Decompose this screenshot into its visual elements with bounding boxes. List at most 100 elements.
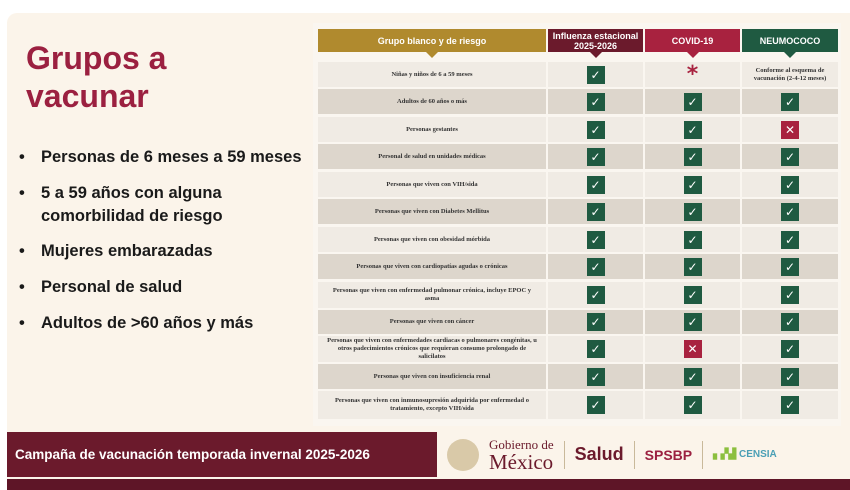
check-icon: ✓: [781, 367, 799, 386]
check-icon: ✓: [781, 340, 799, 358]
check-icon: ✓: [586, 92, 605, 111]
bullet-item: Personas de 6 meses a 59 meses: [17, 139, 302, 175]
group-label: Personas que viven con cardiopatías agud…: [318, 254, 546, 279]
group-label: Personas que viven con inmunosupresión a…: [318, 391, 546, 419]
check-icon: ✓: [683, 92, 702, 111]
table-row: Personas que viven con obesidad mórbida ✓…: [318, 227, 838, 252]
check-icon: ✓: [683, 286, 702, 304]
column-header: Grupo blanco y de riesgo: [318, 29, 546, 58]
check-icon: ✓: [781, 92, 799, 111]
group-label: Personas que viven con obesidad mórbida: [318, 227, 546, 252]
bullet-item: 5 a 59 años con alguna: [17, 175, 302, 211]
check-icon: ✓: [586, 65, 605, 84]
influenza-cell: ✓: [548, 144, 643, 169]
check-icon: ✓: [781, 313, 799, 331]
neumococo-cell: ✓: [742, 364, 838, 389]
table-row: Personas gestantes ✓ ✓ ✕: [318, 117, 838, 142]
check-icon: ✓: [586, 340, 605, 358]
vaccine-table: Grupo blanco y de riesgo Influenza estaci…: [313, 23, 841, 426]
covid-cell: ✓: [645, 199, 740, 224]
check-icon: ✓: [586, 202, 605, 221]
neumococo-cell: ✓: [742, 391, 838, 419]
group-label: Personas que viven con enfermedad pulmon…: [318, 282, 546, 308]
x-icon: ✕: [781, 120, 799, 139]
group-label: Personal de salud en unidades médicas: [318, 144, 546, 169]
neumococo-cell: ✓: [742, 172, 838, 197]
influenza-cell: ✓: [548, 254, 643, 279]
check-icon: ✓: [586, 120, 605, 139]
group-label: Personas que viven con cáncer: [318, 310, 546, 334]
check-icon: ✓: [781, 202, 799, 221]
check-icon: ✓: [586, 175, 605, 194]
table-row: Personas que viven con enfermedad pulmon…: [318, 282, 838, 308]
bottom-strip: [7, 479, 850, 490]
check-icon: ✓: [683, 396, 702, 414]
table-row: Personas que viven con VIH/sida ✓ ✓ ✓: [318, 172, 838, 197]
table-row: Personas que viven con Diabetes Mellitus…: [318, 199, 838, 224]
mexico-seal-logo: [447, 438, 479, 471]
covid-cell: ✓: [645, 364, 740, 389]
check-icon: ✓: [781, 147, 799, 166]
neumococo-cell: Conforme al esquema de vacunación (2-4-1…: [742, 62, 838, 87]
check-icon: ✓: [683, 230, 702, 249]
influenza-cell: ✓: [548, 391, 643, 419]
divider: [633, 440, 635, 469]
logos: Gobierno de México Salud SPSBP ▖▞▟ CENSI…: [447, 432, 850, 477]
neumococo-cell: ✓: [742, 310, 838, 334]
divider: [563, 440, 565, 469]
check-icon: ✓: [781, 175, 799, 194]
column-header: COVID-19: [645, 29, 740, 58]
bullet-list: Personas de 6 meses a 59 meses 5 a 59 añ…: [17, 139, 302, 341]
check-icon: ✓: [683, 313, 702, 331]
bullet-item: Personal de salud: [17, 269, 302, 305]
influenza-cell: ✓: [548, 227, 643, 252]
asterisk-icon: *: [686, 61, 699, 87]
campaign-banner: Campaña de vacunación temporada invernal…: [7, 432, 437, 477]
neumococo-cell: ✓: [742, 282, 838, 308]
bullet-item-continuation: comorbilidad de riesgo: [41, 207, 223, 225]
column-header: NEUMOCOCO: [742, 29, 838, 58]
covid-cell: ✓: [645, 144, 740, 169]
logo-text: CENSIA: [738, 449, 777, 460]
neumococo-cell: ✓: [742, 89, 838, 114]
neumococo-cell: ✓: [742, 254, 838, 279]
group-label: Niñas y niños de 6 a 59 meses: [318, 62, 546, 87]
logo-text: México: [489, 449, 554, 474]
table-row: Adultos de 60 años o más ✓ ✓ ✓: [318, 89, 838, 114]
influenza-cell: ✓: [548, 62, 643, 87]
group-label: Personas que viven con insuficiencia ren…: [318, 364, 546, 389]
covid-cell: ✕: [645, 336, 740, 362]
group-label: Personas que viven con enfermedades card…: [318, 336, 546, 362]
check-icon: ✓: [586, 147, 605, 166]
neumococo-cell: ✓: [742, 144, 838, 169]
covid-cell: ✓: [645, 172, 740, 197]
x-icon: ✕: [683, 340, 702, 358]
check-icon: ✓: [781, 286, 799, 304]
logo-text: Gobierno de: [489, 436, 554, 452]
check-icon: ✓: [586, 286, 605, 304]
spsbp-logo: SPSBP: [644, 446, 693, 463]
title-line: vacunar: [26, 78, 149, 114]
group-label: Personas que viven con VIH/sida: [318, 172, 546, 197]
influenza-cell: ✓: [548, 172, 643, 197]
table-row: Personal de salud en unidades médicas ✓ ✓ ✓: [318, 144, 838, 169]
covid-cell: ✓: [645, 282, 740, 308]
neumococo-cell: ✓: [742, 199, 838, 224]
censia-logo: ▖▞▟ CENSIA: [713, 449, 777, 460]
covid-cell: ✓: [645, 89, 740, 114]
check-icon: ✓: [781, 230, 799, 249]
influenza-cell: ✓: [548, 199, 643, 224]
influenza-cell: ✓: [548, 364, 643, 389]
check-icon: ✓: [683, 202, 702, 221]
column-header: Influenza estacional 2025-2026: [548, 29, 643, 58]
neumococo-cell: ✕: [742, 117, 838, 142]
covid-cell: *: [645, 62, 740, 87]
check-icon: ✓: [683, 120, 702, 139]
check-icon: ✓: [781, 396, 799, 414]
influenza-cell: ✓: [548, 282, 643, 308]
neumococo-cell: ✓: [742, 336, 838, 362]
table-row: Personas que viven con cáncer ✓ ✓ ✓: [318, 310, 838, 334]
page-title: Grupos a vacunar: [26, 39, 166, 115]
table-row: Personas que viven con inmunosupresión a…: [318, 391, 838, 419]
check-icon: ✓: [683, 367, 702, 386]
